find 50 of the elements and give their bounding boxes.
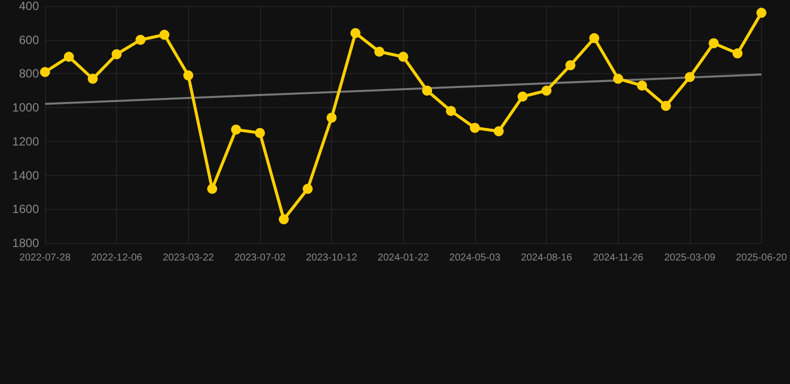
point — [350, 28, 360, 38]
point — [518, 92, 528, 102]
point — [112, 49, 122, 60]
point — [684, 72, 695, 82]
x-tick-label: 2022-12-06 — [91, 252, 143, 264]
point — [613, 74, 624, 84]
point — [446, 106, 456, 116]
point — [660, 100, 671, 111]
x-tick-label: 2025-03-09 — [664, 252, 716, 264]
point — [756, 8, 766, 18]
point — [64, 52, 74, 62]
point — [637, 80, 648, 91]
point — [254, 128, 265, 138]
y-tick-label: 1600 — [12, 202, 40, 216]
point — [374, 46, 384, 57]
point — [40, 67, 50, 78]
point — [470, 122, 480, 133]
point — [88, 74, 98, 84]
y-tick-label: 400 — [18, 0, 40, 13]
point — [207, 184, 218, 194]
y-tick-label: 1800 — [12, 236, 40, 250]
x-tick-label: 2024-01-22 — [378, 252, 430, 264]
point — [159, 30, 170, 40]
point — [494, 126, 504, 136]
point — [183, 70, 194, 80]
point — [565, 60, 576, 70]
x-tick-label: 2022-07-28 — [19, 252, 72, 264]
point — [302, 184, 313, 194]
point — [542, 86, 552, 96]
y-tick-label: 1400 — [12, 168, 40, 182]
point — [231, 124, 242, 135]
x-tick-label: 2025-06-20 — [736, 252, 788, 264]
point — [422, 86, 432, 96]
x-tick-label: 2024-08-16 — [520, 252, 573, 264]
point — [708, 38, 719, 48]
point — [398, 52, 408, 62]
point — [136, 34, 146, 45]
x-tick-label: 2024-11-26 — [592, 252, 644, 264]
y-tick-label: 800 — [18, 66, 40, 81]
y-tick-label: 1200 — [12, 134, 40, 148]
point — [278, 214, 289, 224]
point — [589, 33, 600, 44]
x-tick-label: 2023-07-02 — [234, 252, 286, 264]
y-tick-label: 600 — [18, 32, 40, 47]
point — [326, 112, 337, 123]
point — [732, 48, 743, 58]
x-tick-label: 2023-10-12 — [306, 252, 358, 264]
x-tick-label: 2024-05-03 — [449, 252, 501, 264]
y-tick-label: 1000 — [12, 100, 40, 115]
x-tick-label: 2023-03-22 — [162, 252, 214, 264]
